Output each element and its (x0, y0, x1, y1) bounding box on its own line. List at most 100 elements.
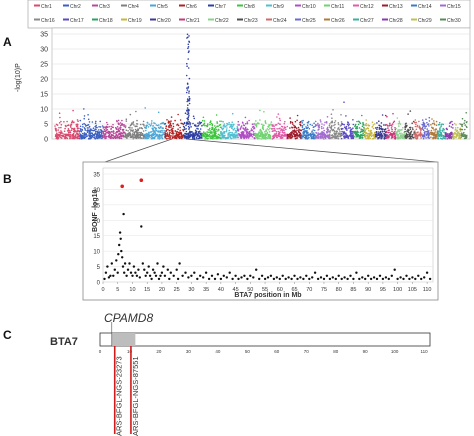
data-point (228, 271, 231, 274)
manhattan-point (248, 134, 251, 136)
manhattan-point (347, 136, 350, 138)
manhattan-point (429, 131, 432, 134)
manhattan-point (125, 129, 128, 131)
manhattan-point (387, 131, 390, 134)
manhattan-point (414, 125, 417, 128)
manhattan-point (313, 126, 315, 128)
manhattan-point (125, 118, 128, 120)
data-point (364, 277, 367, 281)
manhattan-point (400, 134, 403, 136)
manhattan-point (110, 125, 112, 128)
manhattan-point (235, 134, 238, 137)
manhattan-point (155, 124, 158, 126)
data-point (157, 277, 161, 281)
manhattan-point (79, 125, 82, 128)
manhattan-point (388, 124, 391, 126)
data-point (393, 268, 396, 271)
manhattan-point (186, 109, 188, 112)
manhattan-point (373, 133, 376, 136)
manhattan-point (54, 127, 57, 130)
manhattan-point (70, 136, 72, 139)
manhattan-point (240, 125, 243, 127)
manhattan-point (259, 132, 262, 135)
manhattan-point (391, 128, 393, 131)
manhattan-point (311, 133, 313, 136)
data-point (156, 262, 159, 265)
manhattan-point (57, 134, 59, 136)
chromosome-label: BTA7 (50, 336, 78, 348)
data-point (107, 276, 111, 279)
manhattan-point (301, 125, 304, 127)
manhattan-point (283, 122, 286, 125)
manhattan-point (426, 131, 428, 133)
manhattan-point (150, 137, 153, 140)
manhattan-point (311, 136, 314, 138)
manhattan-point (105, 135, 108, 138)
manhattan-point (376, 122, 378, 124)
manhattan-point (262, 137, 264, 139)
manhattan-point (222, 132, 224, 135)
manhattan-point (131, 127, 133, 129)
manhattan-point (301, 128, 304, 131)
manhattan-point (409, 128, 412, 130)
manhattan-point (217, 128, 220, 131)
manhattan-point (300, 137, 303, 140)
manhattan-point (179, 136, 181, 139)
manhattan-point (445, 128, 448, 130)
manhattan-point (322, 131, 325, 134)
data-point (322, 277, 326, 281)
manhattan-point (435, 120, 438, 123)
manhattan-point (255, 124, 257, 126)
manhattan-point (212, 138, 214, 140)
manhattan-point (157, 137, 159, 140)
manhattan-point (421, 123, 424, 126)
manhattan-point (435, 134, 438, 136)
manhattan-point (77, 133, 79, 136)
manhattan-point (292, 123, 294, 125)
manhattan-point (388, 135, 390, 138)
data-point (204, 271, 208, 274)
manhattan-point (166, 129, 168, 131)
manhattan-point (455, 124, 457, 126)
x-tick-label-b: 25 (174, 287, 180, 293)
manhattan-point (176, 124, 178, 126)
manhattan-point (450, 132, 452, 135)
legend-entry: Chr5 (157, 4, 168, 10)
data-point (249, 274, 252, 277)
manhattan-point (465, 135, 468, 138)
manhattan-point (452, 132, 455, 135)
manhattan-point (140, 127, 143, 129)
manhattan-point (268, 134, 270, 136)
manhattan-point (350, 136, 353, 138)
manhattan-point (198, 135, 201, 137)
manhattan-point (125, 120, 128, 122)
manhattan-point (174, 130, 177, 132)
manhattan-point (183, 122, 186, 125)
manhattan-point (438, 121, 441, 124)
manhattan-point (107, 130, 110, 133)
manhattan-point (381, 135, 384, 137)
manhattan-point (179, 119, 182, 121)
manhattan-point (121, 123, 124, 126)
manhattan-point (335, 137, 338, 139)
manhattan-point (92, 134, 94, 136)
manhattan-point (352, 134, 355, 136)
legend-entry: Chr21 (186, 18, 200, 24)
manhattan-point (139, 123, 142, 126)
y-axis-label-a: -log(10)P (15, 63, 22, 92)
manhattan-point (421, 126, 424, 129)
manhattan-point (307, 120, 310, 123)
manhattan-point (299, 129, 302, 131)
manhattan-point (206, 137, 208, 140)
manhattan-point (460, 136, 463, 138)
manhattan-point (157, 126, 160, 129)
manhattan-point (194, 133, 196, 136)
manhattan-point (370, 131, 373, 134)
y-tick-label-b: 15 (93, 234, 100, 240)
manhattan-point (334, 127, 336, 129)
manhattan-point (455, 136, 457, 139)
manhattan-point (384, 135, 387, 138)
data-point (207, 277, 211, 281)
manhattan-point (428, 116, 431, 119)
manhattan-point (315, 135, 318, 137)
